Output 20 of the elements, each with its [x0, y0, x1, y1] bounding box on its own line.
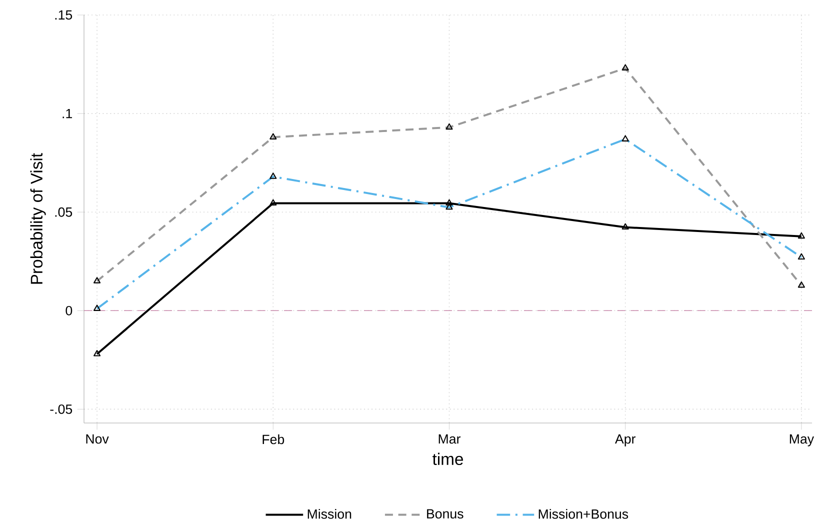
y-tick-label: .15: [55, 10, 72, 20]
point: [446, 199, 453, 206]
y-tick-label: .1: [62, 108, 72, 118]
legend-label: Mission+Bonus: [538, 508, 628, 519]
point: [270, 199, 277, 206]
point: [622, 223, 629, 230]
x-tick-label: Mar: [438, 434, 460, 444]
x-tick-label: Feb: [262, 434, 284, 444]
y-axis-title: Probability of Visit: [30, 153, 46, 284]
point: [93, 350, 101, 356]
x-tick-label: May: [790, 434, 814, 446]
point: [798, 232, 805, 239]
y-tick-label: 0: [66, 306, 72, 316]
legend-label: Bonus: [427, 509, 464, 519]
x-axis-title: time: [432, 452, 464, 466]
y-tick-label: -.05: [50, 404, 72, 414]
y-tick-label: .05: [55, 207, 72, 217]
x-tick-label: Nov: [86, 434, 109, 444]
legend-label: Mission: [308, 508, 352, 519]
x-tick-label: Apr: [614, 434, 636, 446]
